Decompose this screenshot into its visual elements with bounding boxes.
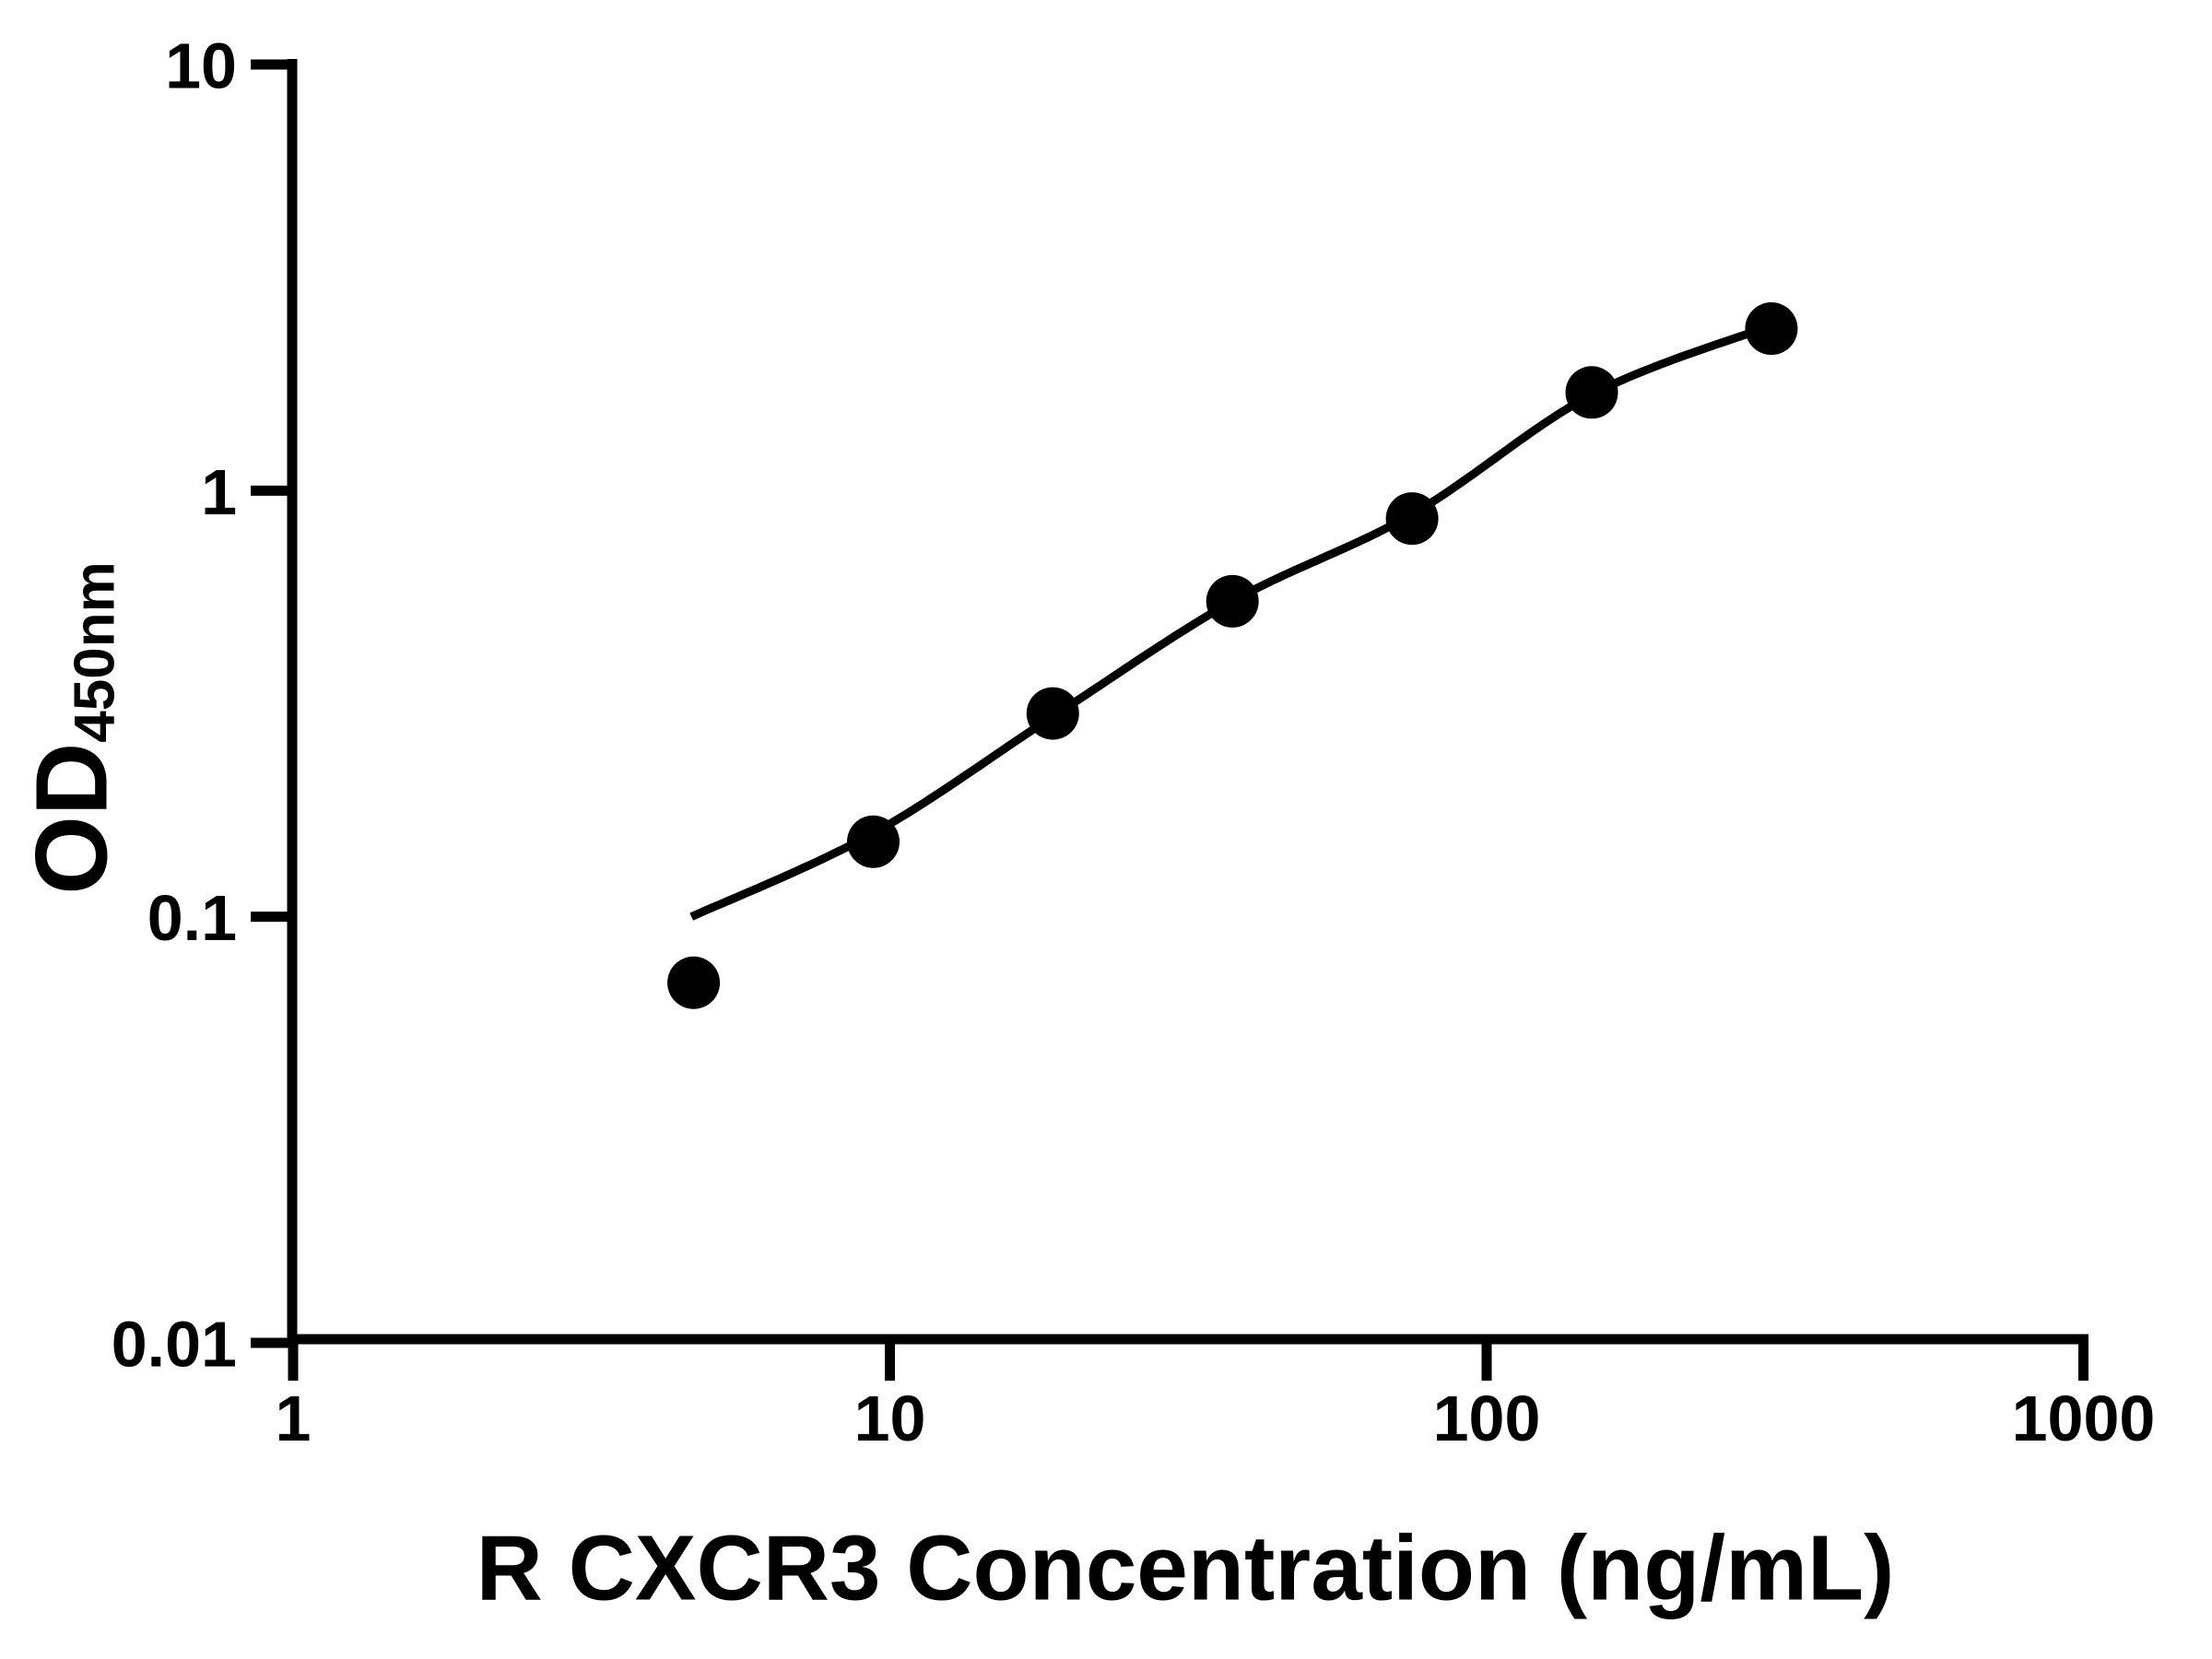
y-tick-label: 0.01 (112, 1309, 237, 1381)
x-tick-label: 100 (1433, 1382, 1541, 1454)
x-tick-label: 1 (276, 1382, 312, 1454)
x-tick-label: 1000 (2012, 1382, 2156, 1454)
data-point (1385, 492, 1439, 546)
y-tick-label: 0.1 (147, 882, 237, 954)
x-axis-title-text: R CXCR3 Concentration (ng/mL) (476, 1516, 1895, 1620)
data-point (1206, 574, 1259, 628)
data-point (1745, 302, 1798, 356)
y-axis-title-text: OD (15, 742, 129, 895)
y-axis-title: OD450nm (14, 561, 131, 894)
data-point (667, 956, 721, 1009)
y-axis-title-subscript: 450nm (63, 561, 127, 743)
y-tick-label: 10 (165, 30, 237, 102)
y-tick-label: 1 (201, 456, 237, 528)
x-axis-title: R CXCR3 Concentration (ng/mL) (477, 1516, 1895, 1622)
x-tick-label: 10 (854, 1382, 926, 1454)
data-point (847, 815, 900, 868)
data-point (1026, 687, 1079, 740)
data-point (1565, 366, 1618, 419)
